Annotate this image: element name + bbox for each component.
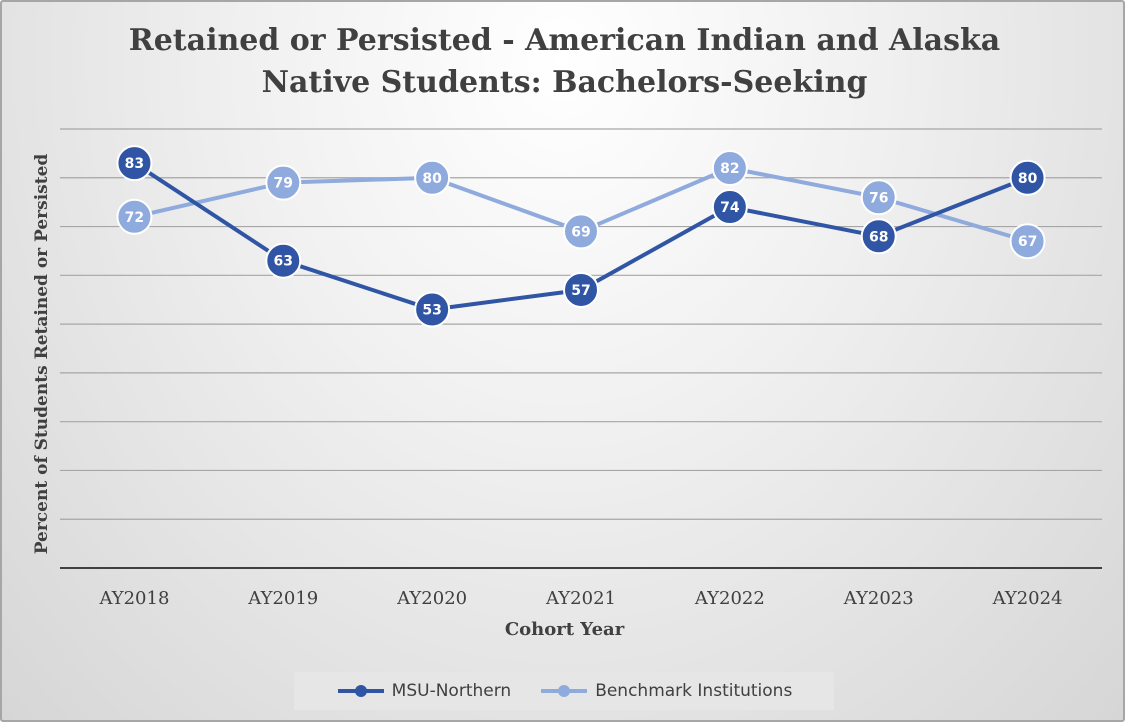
data-point [414,291,451,328]
x-tick-label: AY2018 [98,588,169,609]
legend: MSU-Northern Benchmark Institutions [294,672,834,710]
data-label: 82 [720,161,739,177]
x-tick-label: AY2021 [545,588,616,609]
data-label: 67 [1018,234,1037,250]
data-label: 83 [125,156,144,172]
data-label: 80 [422,171,442,187]
data-label: 68 [869,229,888,245]
data-point [563,213,599,250]
data-point [1009,159,1046,196]
legend-label-benchmark: Benchmark Institutions [595,681,793,701]
data-label: 57 [571,283,590,299]
x-tick-label: AY2022 [694,588,765,609]
data-label: 72 [125,210,144,226]
data-label: 69 [571,224,590,240]
data-label: 80 [1018,171,1038,187]
data-point [860,179,897,216]
chart-title: Retained or Persisted - American Indian … [2,20,1123,104]
data-label: 76 [869,190,888,206]
data-point [414,159,451,196]
x-tick-label: AY2020 [396,588,467,609]
chart-title-line-2: Native Students: Bachelors-Seeking [261,65,868,100]
data-point [711,150,748,187]
data-point [711,189,748,226]
data-point [563,271,599,308]
legend-swatch-msu-northern [337,685,384,697]
legend-label-msu-northern: MSU-Northern [391,681,512,701]
data-point [860,218,897,255]
data-point [1009,223,1046,260]
legend-item-msu-northern: MSU-Northern [336,681,512,701]
data-point [116,145,153,182]
data-label: 79 [274,176,293,192]
data-label: 63 [274,254,293,270]
legend-swatch-benchmark [541,685,588,697]
data-label: 74 [720,200,740,216]
x-axis-label: Cohort Year [504,619,625,640]
x-tick-label: AY2019 [247,588,318,609]
legend-item-benchmark: Benchmark Institutions [539,681,792,701]
x-tick-label: AY2023 [843,588,914,609]
chart-title-line-1: Retained or Persisted - American Indian … [128,23,1001,58]
data-point [265,242,302,279]
x-tick-label: AY2024 [992,588,1063,609]
data-point [116,198,153,235]
data-label: 53 [422,302,441,318]
data-point [265,164,302,201]
